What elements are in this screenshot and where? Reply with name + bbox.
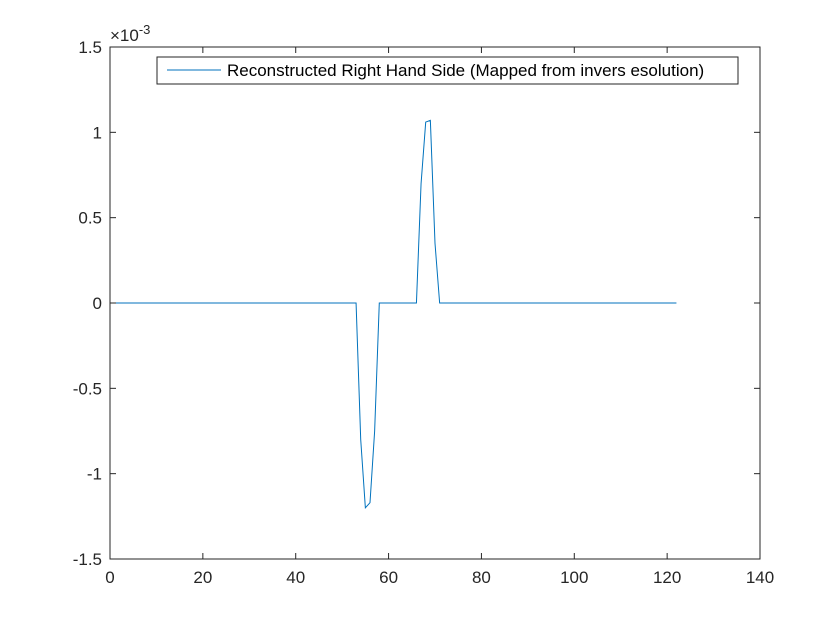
legend-box [156,56,739,85]
y-tick-label: 0.5 [78,209,102,228]
x-tick-label: 40 [286,568,305,587]
y-tick-label: 1.5 [78,38,102,57]
x-tick-label: 20 [193,568,212,587]
x-tick-label: 80 [472,568,491,587]
y-tick-label: -1 [87,465,102,484]
series-layer [114,119,677,510]
x-axis: 0 20 40 60 80 100 120 140 [105,47,774,587]
x-tick-label: 100 [560,568,588,587]
y-tick-label: 0 [93,294,102,313]
x-tick-label: 140 [746,568,774,587]
x-tick-label: 0 [105,568,114,587]
x-tick-label: 60 [379,568,398,587]
x-tick-label: 120 [653,568,681,587]
y-exponent-power: -3 [139,22,151,37]
y-exponent-base: ×10 [110,26,139,45]
y-tick-label: 1 [93,123,102,142]
series-line [114,119,677,510]
legend-entry-label: Reconstructed Right Hand Side (Mapped fr… [227,61,704,80]
legend: Reconstructed Right Hand Side (Mapped fr… [156,56,739,85]
y-axis: -1.5 -1 -0.5 0 0.5 1 1.5 [73,38,760,569]
y-tick-label: -0.5 [73,379,102,398]
y-exponent-label: ×10-3 [110,22,150,45]
y-tick-label: -1.5 [73,550,102,569]
